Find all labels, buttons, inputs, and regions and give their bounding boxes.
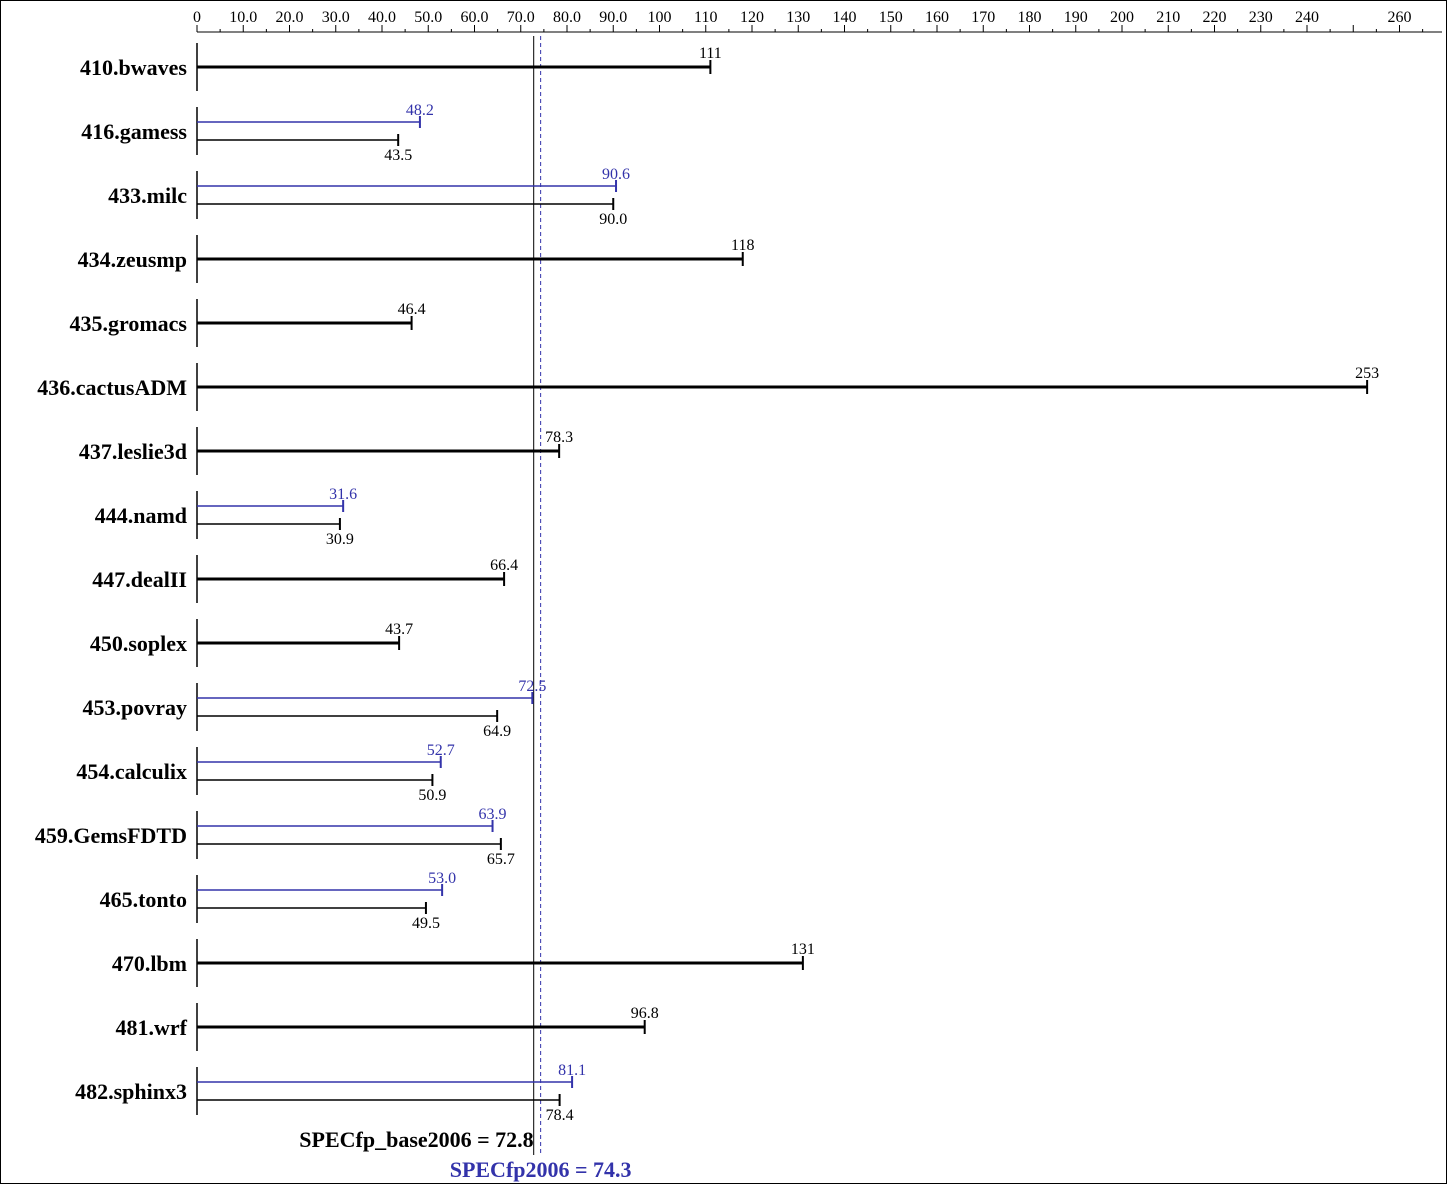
benchmark-label: 459.GemsFDTD — [35, 823, 187, 848]
x-tick-label: 80.0 — [553, 9, 581, 26]
summary-labels: SPECfp_base2006 = 72.8 SPECfp2006 = 74.3 — [299, 1127, 631, 1182]
x-tick-label: 150 — [879, 9, 903, 26]
benchmark-label: 416.gamess — [81, 119, 187, 144]
benchmark-label: 450.soplex — [90, 631, 187, 656]
peak-value-label: 63.9 — [479, 806, 507, 823]
x-tick-label: 70.0 — [507, 9, 535, 26]
base-value-label: 90.0 — [599, 211, 627, 228]
benchmark-label: 444.namd — [95, 503, 187, 528]
x-tick-label: 220 — [1203, 9, 1227, 26]
base-value-label: 118 — [731, 237, 754, 254]
base-value-label: 50.9 — [418, 787, 446, 804]
x-tick-label: 160 — [925, 9, 949, 26]
x-tick-label: 120 — [740, 9, 764, 26]
x-tick-label: 100 — [648, 9, 672, 26]
x-axis: 0 10.0 20.0 30.0 40.0 50.0 60.0 70.0 80.0 90.0 100… — [193, 9, 1442, 33]
reference-lines — [533, 36, 542, 1155]
peak-summary-label: SPECfp2006 = 74.3 — [450, 1157, 632, 1182]
base-value-label: 253 — [1355, 365, 1379, 382]
base-value-label: 66.4 — [490, 557, 518, 574]
peak-value-label: 53.0 — [428, 870, 456, 887]
benchmark-label: 410.bwaves — [80, 55, 187, 80]
benchmark-label: 454.calculix — [76, 759, 187, 784]
x-tick-label: 90.0 — [599, 9, 627, 26]
x-tick-label: 130 — [786, 9, 810, 26]
base-value-label: 46.4 — [398, 301, 426, 318]
peak-value-label: 48.2 — [406, 102, 434, 119]
base-value-label: 65.7 — [487, 851, 515, 868]
base-value-label: 78.3 — [545, 429, 573, 446]
base-value-label: 131 — [791, 941, 815, 958]
base-value-label: 96.8 — [631, 1005, 659, 1022]
x-tick-label: 180 — [1018, 9, 1042, 26]
benchmark-label: 434.zeusmp — [78, 247, 187, 272]
benchmark-label: 435.gromacs — [69, 311, 187, 336]
base-value-label: 43.5 — [384, 147, 412, 164]
base-value-label: 30.9 — [326, 531, 354, 548]
bars: 111 48.2 43.5 90.6 90.0 118 46.4 253 78.3 31.6 30.… — [197, 45, 1379, 1124]
benchmark-label: 465.tonto — [100, 887, 187, 912]
benchmark-label: 482.sphinx3 — [75, 1079, 187, 1104]
base-value-label: 49.5 — [412, 915, 440, 932]
peak-value-label: 90.6 — [602, 166, 630, 183]
x-tick-label: 110 — [694, 9, 717, 26]
base-summary-label: SPECfp_base2006 = 72.8 — [299, 1127, 533, 1152]
benchmark-label: 481.wrf — [116, 1015, 188, 1040]
x-tick-label: 170 — [971, 9, 995, 26]
peak-value-label: 31.6 — [329, 486, 357, 503]
benchmark-label: 437.leslie3d — [79, 439, 187, 464]
benchmark-label: 453.povray — [83, 695, 188, 720]
x-tick-label: 260 — [1388, 9, 1412, 26]
x-tick-label: 140 — [833, 9, 857, 26]
x-tick-label: 200 — [1110, 9, 1134, 26]
base-value-label: 111 — [699, 45, 722, 62]
x-tick-label: 50.0 — [414, 9, 442, 26]
peak-value-label: 52.7 — [427, 742, 455, 759]
x-tick-label: 40.0 — [368, 9, 396, 26]
x-tick-label: 210 — [1156, 9, 1180, 26]
peak-value-label: 72.5 — [518, 678, 546, 695]
x-tick-label: 20.0 — [276, 9, 304, 26]
x-tick-label: 0 — [193, 9, 201, 26]
benchmark-label: 470.lbm — [112, 951, 187, 976]
x-tick-label: 230 — [1249, 9, 1273, 26]
base-value-label: 64.9 — [483, 723, 511, 740]
x-tick-label: 240 — [1295, 9, 1319, 26]
x-tick-label: 10.0 — [229, 9, 257, 26]
benchmark-label: 436.cactusADM — [37, 375, 187, 400]
base-value-label: 78.4 — [546, 1107, 574, 1124]
x-tick-label: 190 — [1064, 9, 1088, 26]
x-tick-label: 60.0 — [461, 9, 489, 26]
peak-value-label: 81.1 — [558, 1062, 586, 1079]
x-tick-label: 30.0 — [322, 9, 350, 26]
benchmark-label: 433.milc — [108, 183, 187, 208]
base-value-label: 43.7 — [385, 621, 413, 638]
benchmark-label: 447.dealII — [92, 567, 187, 592]
benchmark-labels: 410.bwaves 416.gamess 433.milc 434.zeusmp 43… — [35, 43, 198, 1115]
